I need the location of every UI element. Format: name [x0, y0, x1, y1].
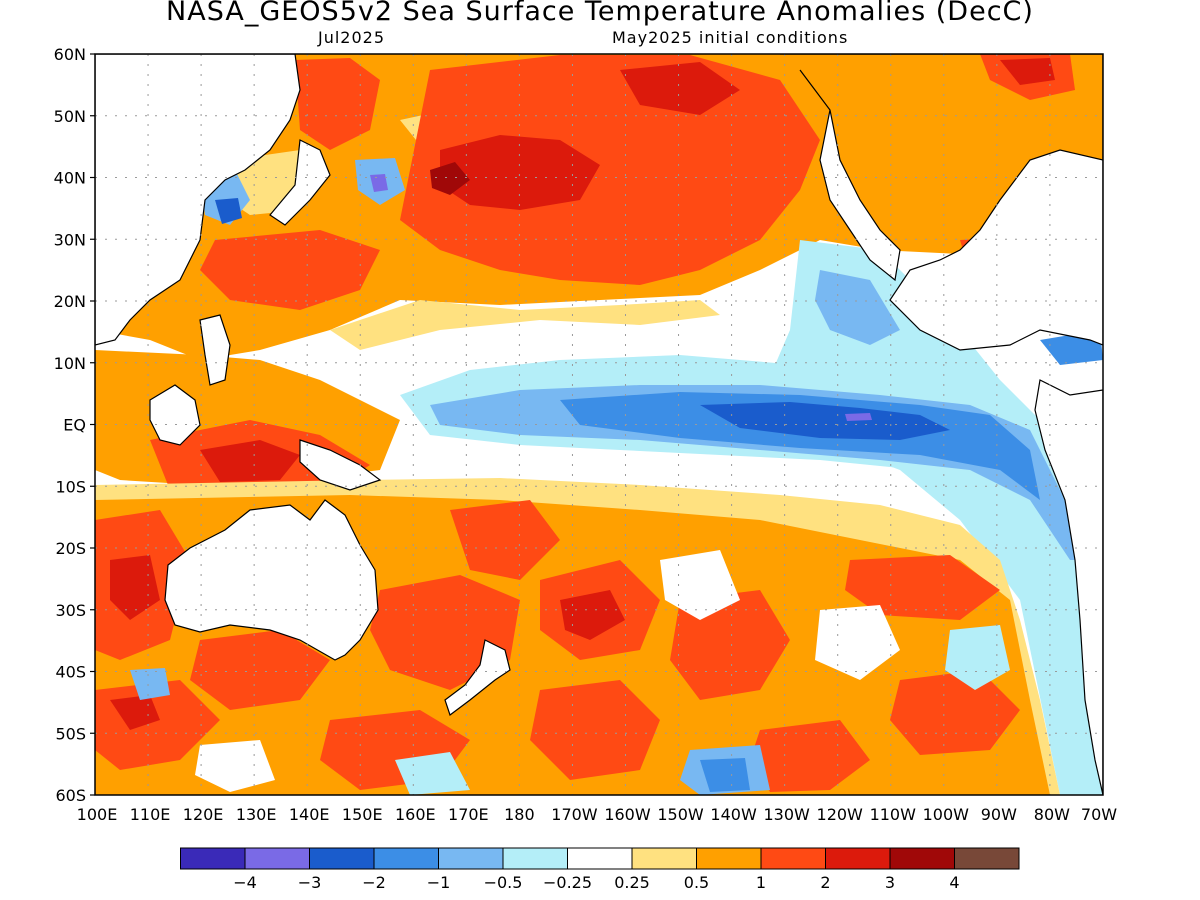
colorbar-label: 2: [820, 873, 830, 892]
colorbar-swatch: [309, 847, 375, 870]
lat-label: 30N: [54, 230, 86, 249]
lat-label: 20S: [55, 539, 86, 558]
colorbar-label: 1: [756, 873, 766, 892]
gridlines: [95, 54, 1103, 795]
colorbar-labels: −4 −3 −2 −1 −0.5 −0.25 0.25 0.5 1 2 3 4: [233, 873, 959, 892]
lon-label: 150E: [342, 805, 383, 824]
colorbar-label: −2: [362, 873, 386, 892]
axis-ticks: [90, 53, 95, 796]
colorbar-swatch: [567, 847, 633, 870]
lon-label: 170W: [551, 805, 598, 824]
longitude-labels: 100E 110E 120E 130E 140E 150E 160E 170E …: [77, 805, 1118, 824]
lon-label: 120E: [183, 805, 224, 824]
lon-label: 160E: [395, 805, 436, 824]
lat-label: 20N: [54, 292, 86, 311]
lat-label: 50S: [55, 724, 86, 743]
colorbar-label: −1: [427, 873, 451, 892]
lon-label: 120W: [817, 805, 864, 824]
lon-label: 100W: [923, 805, 970, 824]
colorbar-swatch: [631, 847, 697, 870]
map-title: NASA_GEOS5v2 Sea Surface Temperature Ano…: [166, 0, 1034, 27]
colorbar-label: 0.25: [614, 873, 650, 892]
australia: [164, 499, 379, 661]
lat-label: 40S: [55, 663, 86, 682]
north-america: [780, 54, 1103, 351]
colorbar-swatch: [889, 847, 955, 870]
colorbar-swatch: [502, 847, 568, 870]
lon-label: 150W: [657, 805, 704, 824]
lon-label: 130W: [763, 805, 810, 824]
lon-label: 160W: [604, 805, 651, 824]
lon-label: 110W: [870, 805, 917, 824]
lat-label: 50N: [54, 107, 86, 126]
colorbar-swatch: [244, 847, 310, 870]
colorbar-label: −0.5: [484, 873, 523, 892]
lon-label: 80W: [1034, 805, 1070, 824]
colorbar-swatch: [180, 847, 246, 870]
initial-conditions: May2025 initial conditions: [612, 28, 849, 47]
colorbar-swatch: [373, 847, 439, 870]
colorbar-swatch: [954, 847, 1020, 870]
colorbar-label: −3: [298, 873, 322, 892]
lon-label: 170E: [448, 805, 489, 824]
colorbar-label: −4: [233, 873, 257, 892]
latitude-labels: 60N 50N 40N 30N 20N 10N EQ 10S 20S 30S 4…: [54, 45, 86, 805]
lon-label: 100E: [77, 805, 118, 824]
south-america: [1034, 379, 1103, 795]
lon-label: 110E: [130, 805, 171, 824]
colorbar-label: 4: [949, 873, 959, 892]
new-guinea: [299, 439, 382, 491]
lat-label: EQ: [63, 416, 86, 435]
new-zealand: [444, 639, 511, 716]
lat-label: 40N: [54, 169, 86, 188]
north-pacific-hot: [400, 55, 820, 285]
colorbar-swatch: [760, 847, 826, 870]
lon-label: 130E: [236, 805, 277, 824]
lon-label: 140W: [710, 805, 757, 824]
lon-label: 70W: [1081, 805, 1117, 824]
colorbar: [180, 847, 1020, 870]
lat-label: 30S: [55, 601, 86, 620]
colorbar-swatch: [825, 847, 891, 870]
lat-label: 10N: [54, 354, 86, 373]
colorbar-label: 3: [885, 873, 895, 892]
lon-label: 180: [504, 805, 535, 824]
lat-label: 60N: [54, 45, 86, 64]
forecast-month: Jul2025: [318, 28, 386, 47]
colorbar-swatch: [438, 847, 504, 870]
lat-label: 10S: [55, 477, 86, 496]
colorbar-swatch: [696, 847, 762, 870]
lat-label: 60S: [55, 786, 86, 805]
lon-label: 140E: [289, 805, 330, 824]
colorbar-label: −0.25: [543, 873, 592, 892]
japan: [269, 139, 331, 226]
colorbar-label: 0.5: [684, 873, 709, 892]
borneo: [149, 384, 201, 446]
philippines: [199, 314, 231, 386]
lon-label: 90W: [981, 805, 1017, 824]
asia: [95, 54, 301, 346]
